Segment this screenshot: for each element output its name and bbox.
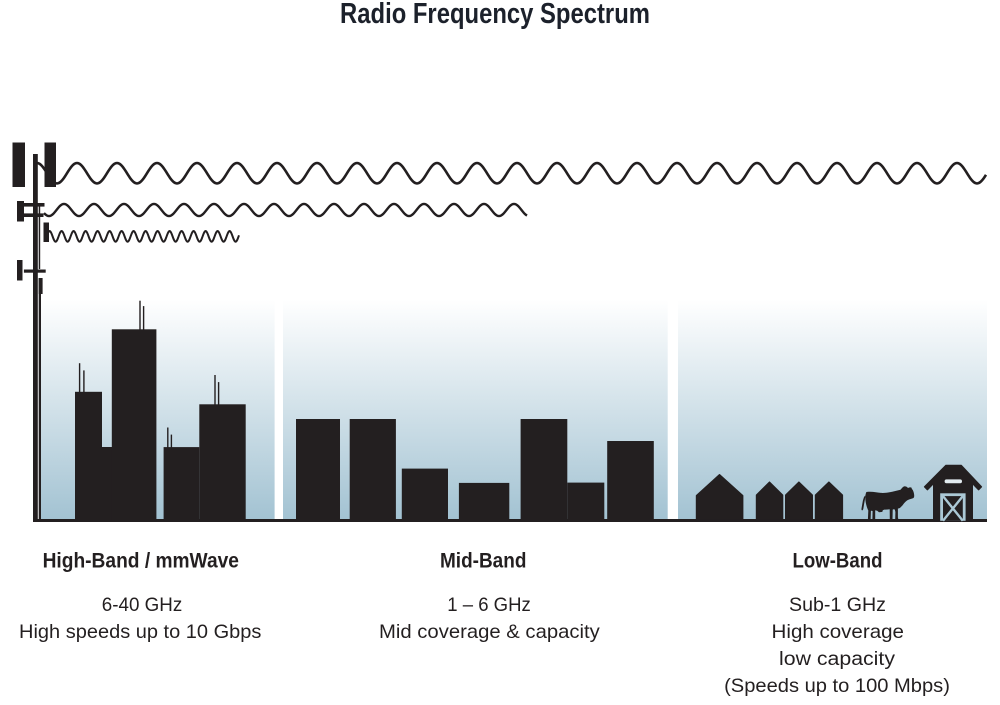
svg-text:Mid-Band: Mid-Band bbox=[440, 549, 526, 572]
svg-text:Mid coverage & capacity: Mid coverage & capacity bbox=[379, 621, 600, 643]
svg-text:low capacity: low capacity bbox=[779, 649, 896, 670]
svg-text:Radio Frequency Spectrum: Radio Frequency Spectrum bbox=[340, 0, 650, 29]
svg-text:(Speeds up to 100 Mbps): (Speeds up to 100 Mbps) bbox=[724, 675, 950, 697]
svg-text:Low-Band: Low-Band bbox=[793, 549, 883, 573]
svg-text:High-Band / mmWave: High-Band / mmWave bbox=[43, 549, 239, 572]
svg-text:1 – 6 GHz: 1 – 6 GHz bbox=[447, 595, 530, 617]
svg-text:6-40 GHz: 6-40 GHz bbox=[102, 595, 182, 616]
svg-text:Sub-1 GHz: Sub-1 GHz bbox=[789, 594, 886, 616]
svg-text:High speeds up to 10 Gbps: High speeds up to 10 Gbps bbox=[19, 621, 262, 643]
svg-text:High coverage: High coverage bbox=[772, 621, 904, 642]
